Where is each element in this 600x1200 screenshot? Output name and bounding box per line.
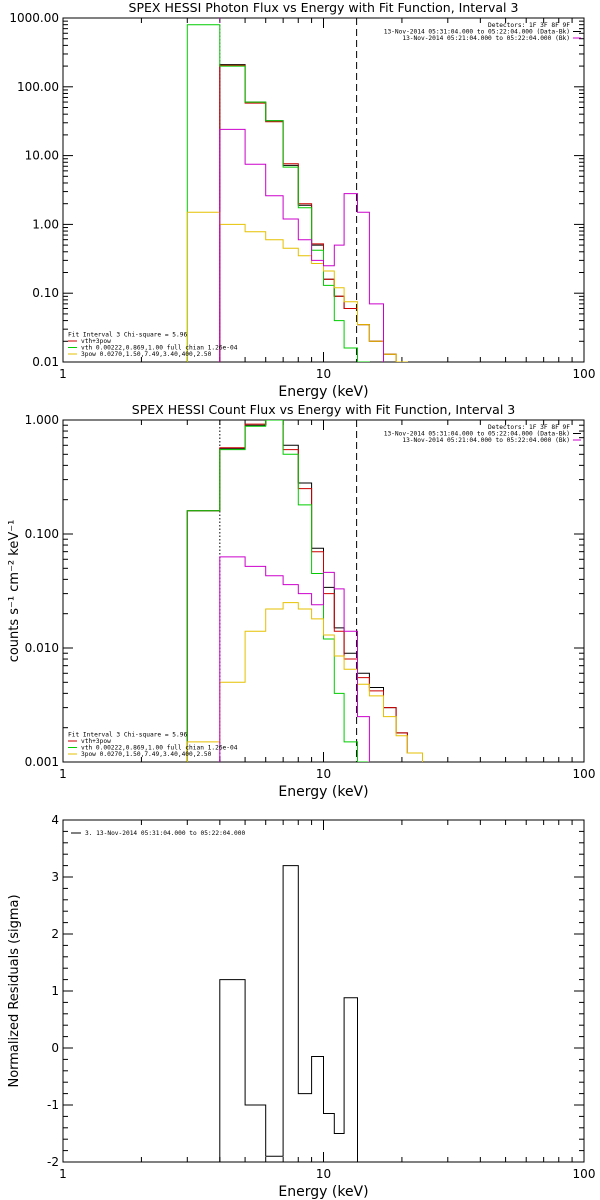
series-vth-3pow (219, 64, 408, 362)
y-tick-label: 3 (51, 870, 59, 884)
y-tick-label: 100.00 (17, 80, 59, 94)
y-tick-label: 2 (51, 927, 59, 941)
y-tick-label: 10.00 (25, 149, 59, 163)
x-tick-label: 1 (59, 1167, 67, 1181)
x-axis-label: Energy (keV) (278, 384, 368, 400)
legend-bottom-left-entry: vth 0.00222,0.869,1.00 full chian 1.26e-… (81, 745, 238, 752)
y-axis-label: Normalized Residuals (sigma) (7, 894, 22, 1087)
x-tick-label: 10 (316, 767, 331, 781)
legend-top-right-entry: Detectors: 1F 3F 8F 9F (488, 22, 570, 29)
y-tick-label: 4 (51, 813, 59, 827)
series-vth (186, 420, 370, 762)
x-axis-label: Energy (keV) (278, 784, 368, 800)
series-3pow (186, 211, 408, 362)
chart-title: SPEX HESSI Photon Flux vs Energy with Fi… (129, 0, 519, 15)
series-bk (219, 128, 384, 362)
y-tick-label: 1000.00 (9, 11, 59, 25)
x-tick-label: 1 (59, 767, 67, 781)
legend-top-right-entry: 13-Nov-2014 05:21:04.000 to 05:22:04.000… (402, 437, 570, 444)
x-tick-label: 100 (573, 767, 596, 781)
x-tick-label: 100 (573, 1167, 596, 1181)
photon-flux-panel: SPEX HESSI Photon Flux vs Energy with Fi… (9, 0, 595, 400)
series-group (186, 420, 423, 762)
x-axis-label: Energy (keV) (278, 1184, 368, 1200)
series-group (186, 24, 408, 362)
legend-top-right-entry: 13-Nov-2014 05:21:04.000 to 05:22:04.000… (402, 35, 570, 42)
y-tick-label: 1.000 (25, 413, 59, 427)
chart-title: SPEX HESSI Count Flux vs Energy with Fit… (132, 402, 515, 417)
y-tick-label: -1 (47, 1098, 59, 1112)
series-vth (186, 24, 370, 362)
y-tick-label: 0.10 (32, 286, 59, 300)
series-data-bk (219, 64, 408, 362)
legend-bottom-left-entry: Fit Interval 3 Chi-square = 5.96 (68, 732, 187, 739)
series-3-13-nov-2014-05-31-04-000-to-05-22-04-000 (219, 865, 358, 1162)
y-tick-label: -2 (47, 1155, 59, 1169)
legend-top-right-entry: Detectors: 1F 3F 8F 9F (488, 424, 570, 431)
legend-bottom-left-entry: vth+3pow (81, 338, 111, 345)
y-tick-label: 1.00 (32, 217, 59, 231)
y-tick-label: 0.010 (25, 641, 59, 655)
legend-top-right-entry: 13-Nov-2014 05:31:04.000 to 05:22:04.000… (384, 29, 570, 36)
y-tick-label: 0 (51, 1041, 59, 1055)
x-tick-label: 10 (316, 1167, 331, 1181)
y-tick-label: 0.001 (25, 755, 59, 769)
legend-top-right-entry: 13-Nov-2014 05:31:04.000 to 05:22:04.000… (384, 431, 570, 438)
y-tick-label: 0.01 (32, 355, 59, 369)
legend-bottom-left-entry: vth 0.00222,0.869,1.00 full chian 1.26e-… (81, 345, 238, 352)
x-tick-label: 1 (59, 367, 67, 381)
count-flux-panel: SPEX HESSI Count Flux vs Energy with Fit… (7, 402, 595, 800)
series-data-bk (186, 420, 423, 762)
y-tick-label: 0.100 (25, 527, 59, 541)
plot-frame (62, 17, 585, 363)
legend-bottom-left-entry: vth+3pow (81, 738, 111, 745)
legend-bottom-left-entry: 3pow 0.0270,1.50,7.49,3.40,400,2.50 (81, 751, 212, 758)
legend-top-left-entry: 3. 13-Nov-2014 05:31:04.000 to 05:22:04.… (85, 830, 245, 837)
series-3pow (186, 602, 423, 762)
x-tick-label: 100 (573, 367, 596, 381)
series-vth-3pow (186, 420, 423, 762)
series-group (219, 865, 358, 1162)
residuals-panel: 1 10 100 Energy (keV) -2 -1 0 1 2 3 4 Normalized Re… (7, 813, 595, 1200)
y-tick-label: 1 (51, 984, 59, 998)
legend-bottom-left-entry: Fit Interval 3 Chi-square = 5.96 (68, 332, 187, 339)
x-tick-label: 10 (316, 367, 331, 381)
series-bk (219, 556, 370, 762)
legend-bottom-left-entry: 3pow 0.0270,1.50,7.49,3.40,400,2.50 (81, 351, 212, 358)
y-axis-label: counts s⁻¹ cm⁻² keV⁻¹ (7, 520, 22, 663)
